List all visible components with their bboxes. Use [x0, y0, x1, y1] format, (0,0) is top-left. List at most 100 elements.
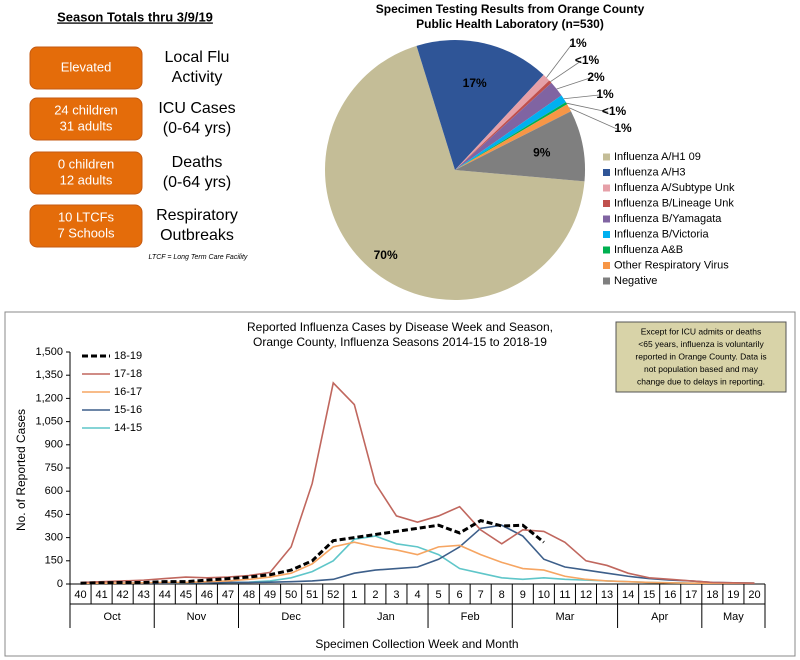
month-label: Nov [187, 611, 207, 623]
x-tick-label: 12 [580, 589, 592, 601]
x-tick-label: 47 [222, 589, 234, 601]
total-label: Outbreaks [160, 227, 234, 244]
x-tick-label: 45 [180, 589, 192, 601]
y-tick-label: 1,350 [35, 369, 63, 381]
x-tick-label: 20 [748, 589, 760, 601]
y-tick-label: 0 [57, 578, 63, 590]
pie-leader [556, 77, 591, 90]
series-line [80, 535, 755, 585]
total-value: 12 adults [60, 172, 113, 187]
legend-label: 17-18 [114, 368, 142, 380]
pie-leader [566, 102, 609, 113]
total-value: 7 Schools [57, 225, 115, 240]
legend-label: Influenza B/Lineage Unk [614, 197, 734, 209]
pie-leader [550, 60, 582, 83]
pie-label: 1% [569, 36, 587, 50]
x-tick-label: 44 [159, 589, 171, 601]
total-label: Deaths [172, 154, 223, 171]
x-tick-label: 9 [520, 589, 526, 601]
total-label: Local Flu [165, 49, 230, 66]
note-box [615, 321, 787, 393]
pie-slice [455, 82, 562, 170]
total-label: ICU Cases [158, 100, 235, 117]
legend-swatch [603, 184, 610, 192]
pie-slice [455, 102, 568, 170]
legend-label: 16-17 [114, 386, 142, 398]
x-tick-label: 1 [351, 589, 357, 601]
legend-label: Influenza A/H3 [614, 166, 686, 178]
y-tick-label: 450 [45, 508, 63, 520]
y-tick-label: 150 [45, 555, 63, 567]
total-value: 31 adults [60, 118, 113, 133]
x-tick-label: 52 [327, 589, 339, 601]
x-axis-title: Specimen Collection Week and Month [315, 637, 518, 651]
x-tick-label: 15 [643, 589, 655, 601]
y-tick-label: 1,050 [35, 416, 63, 428]
pie-label: 1% [596, 87, 614, 101]
series-line [80, 518, 545, 585]
x-tick-label: 6 [457, 589, 463, 601]
y-tick-label: 300 [45, 532, 63, 544]
month-label: Jan [377, 611, 395, 623]
pie-leader [563, 94, 600, 100]
pie-label: <1% [602, 104, 627, 118]
total-box [29, 97, 143, 141]
total-value: 24 children [54, 102, 118, 117]
legend-label: Influenza B/Yamagata [614, 213, 722, 225]
x-tick-label: 49 [264, 589, 276, 601]
legend-label: Influenza B/Victoria [614, 228, 709, 240]
pie-slice [416, 40, 544, 170]
x-tick-label: 19 [727, 589, 739, 601]
x-tick-label: 7 [478, 589, 484, 601]
x-tick-label: 4 [414, 589, 420, 601]
month-label: Apr [651, 611, 668, 623]
legend-swatch [603, 169, 610, 176]
y-tick-label: 900 [45, 439, 63, 451]
pie-title: Specimen Testing Results from Orange Cou… [376, 2, 645, 16]
total-label: Respiratory [156, 207, 238, 224]
x-tick-label: 46 [201, 589, 213, 601]
x-tick-label: 48 [243, 589, 255, 601]
legend-swatch [603, 153, 610, 161]
x-tick-label: 50 [285, 589, 297, 601]
x-tick-label: 43 [138, 589, 150, 601]
legend-label: 15-16 [114, 404, 142, 416]
note-text: not population based and may [644, 364, 759, 374]
pie-slice [455, 111, 586, 182]
pie-leader [568, 107, 618, 130]
x-tick-label: 41 [95, 589, 107, 601]
y-tick-label: 1,200 [35, 392, 63, 404]
note-text: reported in Orange County. Data is [635, 351, 766, 361]
totals-heading: Season Totals thru 3/9/19 [57, 9, 213, 24]
series-line [80, 381, 755, 585]
month-label: Dec [281, 611, 301, 623]
x-tick-label: 8 [499, 589, 505, 601]
pie-title: Public Health Laboratory (n=530) [416, 17, 604, 31]
pie-label: 9% [533, 145, 551, 159]
total-label: (0-64 yrs) [163, 120, 231, 137]
pie-label: 17% [463, 76, 487, 90]
pie-slice [455, 104, 571, 170]
y-axis-title: No. of Reported Cases [14, 409, 28, 531]
month-label: May [723, 611, 744, 623]
pie-slice [325, 45, 585, 300]
x-tick-label: 40 [74, 589, 86, 601]
legend-label: Influenza A/Subtype Unk [614, 182, 735, 194]
y-tick-label: 600 [45, 485, 63, 497]
total-label: Activity [172, 69, 223, 86]
total-value: 0 children [58, 156, 114, 171]
legend-swatch [603, 215, 610, 223]
totals-footnote: LTCF = Long Term Care Facility [149, 254, 248, 261]
total-label: (0-64 yrs) [163, 174, 231, 191]
line-chart-frame [4, 311, 796, 657]
x-tick-label: 51 [306, 589, 318, 601]
pie-slice [455, 74, 550, 170]
pie-slice [455, 95, 566, 170]
legend-swatch [603, 262, 610, 269]
note-text: change due to delays in reporting. [637, 376, 765, 386]
legend-label: 18-19 [114, 350, 142, 362]
chart-title: Orange County, Influenza Seasons 2014-15… [253, 335, 547, 349]
x-tick-label: 42 [117, 589, 129, 601]
pie-label: <1% [575, 53, 600, 67]
